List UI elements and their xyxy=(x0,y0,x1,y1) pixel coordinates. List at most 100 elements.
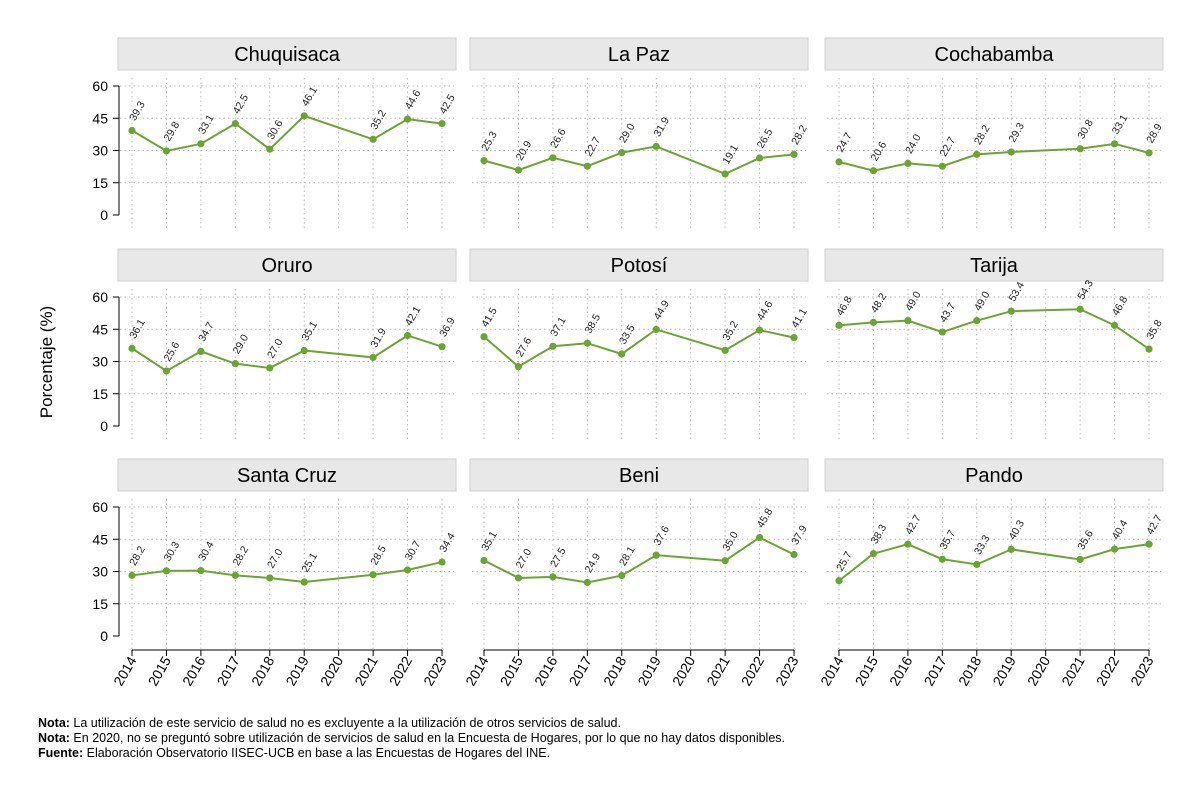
panel-title: Chuquisaca xyxy=(234,44,341,66)
x-tick-label: 2018 xyxy=(955,653,985,688)
x-tick-label: 2019 xyxy=(282,653,312,688)
data-label: 24.0 xyxy=(903,132,924,156)
y-tick-label: 30 xyxy=(92,564,108,580)
data-point xyxy=(755,533,764,542)
data-label: 22.7 xyxy=(938,135,959,159)
data-label: 39.3 xyxy=(127,99,148,123)
footnote-1: Nota: La utilización de este servicio de… xyxy=(38,716,785,731)
data-point xyxy=(403,566,412,574)
data-point xyxy=(1007,545,1015,553)
panel-potosi: Potosí 41.5 27.6 37.1 38.5 33.5 44.9 35.2 44.6 41… xyxy=(469,248,810,440)
x-tick-label: 2017 xyxy=(920,653,950,688)
panel-title: Potosí xyxy=(611,255,668,277)
data-label: 40.4 xyxy=(1110,518,1131,542)
x-tick-label: 2022 xyxy=(738,653,768,688)
panel-header xyxy=(469,248,809,282)
y-tick-label: 60 xyxy=(92,78,108,94)
series-line xyxy=(131,334,443,373)
data-point xyxy=(480,157,488,165)
data-label: 37.6 xyxy=(651,524,672,548)
data-point xyxy=(266,574,274,582)
x-tick-label: 2019 xyxy=(989,653,1019,688)
panel-header xyxy=(824,458,1164,492)
data-point xyxy=(790,550,798,559)
data-point xyxy=(266,364,274,372)
x-tick-label: 2016 xyxy=(886,653,916,688)
data-point xyxy=(514,574,523,582)
panel-header xyxy=(117,37,457,71)
x-tick-label: 2019 xyxy=(634,653,664,688)
data-point xyxy=(973,560,981,569)
data-point xyxy=(514,166,523,174)
data-point xyxy=(549,154,557,162)
panel-title: Pando xyxy=(965,465,1023,487)
x-tick-label: 2015 xyxy=(852,653,882,688)
data-label: 20.6 xyxy=(869,139,890,163)
data-point xyxy=(755,326,764,334)
data-label: 45.8 xyxy=(755,506,776,530)
data-label: 28.2 xyxy=(789,123,810,147)
data-label: 49.0 xyxy=(903,289,924,313)
data-point xyxy=(300,112,308,120)
data-point xyxy=(162,567,171,575)
series-line xyxy=(131,114,443,152)
data-label: 42.5 xyxy=(437,92,458,116)
data-label: 46.8 xyxy=(834,294,855,318)
data-label: 27.0 xyxy=(265,337,286,361)
data-point xyxy=(938,328,946,336)
y-tick-label: 0 xyxy=(100,418,108,434)
data-label: 29.8 xyxy=(162,120,183,144)
data-point xyxy=(973,150,981,158)
data-label: 42.7 xyxy=(1144,513,1165,537)
data-label: 36.9 xyxy=(437,315,458,339)
x-tick-label: 2020 xyxy=(669,653,699,688)
data-label: 35.0 xyxy=(720,529,741,553)
data-point xyxy=(835,158,843,166)
panel-header xyxy=(824,248,1164,282)
x-tick-label: 2015 xyxy=(497,653,527,688)
y-tick-label: 0 xyxy=(100,628,108,644)
data-label: 28.2 xyxy=(127,544,148,568)
data-label: 49.0 xyxy=(972,289,993,313)
data-label: 46.8 xyxy=(1110,294,1131,318)
data-label: 35.2 xyxy=(720,319,741,343)
data-label: 43.7 xyxy=(938,301,959,325)
data-label: 38.3 xyxy=(869,522,890,546)
data-label: 24.7 xyxy=(834,131,855,155)
data-point xyxy=(904,317,912,325)
data-label: 25.1 xyxy=(299,551,320,575)
data-label: 38.5 xyxy=(583,312,604,336)
data-label: 48.2 xyxy=(869,291,890,315)
data-label: 35.2 xyxy=(368,108,389,132)
data-point xyxy=(652,142,660,151)
data-label: 30.3 xyxy=(162,540,183,564)
data-point xyxy=(300,346,308,355)
data-label: 44.6 xyxy=(755,299,776,323)
data-point xyxy=(583,339,591,347)
data-label: 42.7 xyxy=(903,513,924,537)
data-label: 35.8 xyxy=(1144,318,1165,342)
data-point xyxy=(721,557,729,565)
panel-title: Tarija xyxy=(970,255,1019,277)
panel-beni: Beni 2014 2015 2016 2017 2018 2019 2020 2021 2022… xyxy=(462,458,810,688)
y-tick-label: 60 xyxy=(92,499,108,515)
data-point xyxy=(1007,307,1015,315)
data-label: 53.4 xyxy=(1006,280,1027,304)
data-point xyxy=(300,578,308,586)
data-point xyxy=(369,135,377,143)
data-point xyxy=(369,353,377,362)
data-point xyxy=(904,159,912,167)
data-point xyxy=(231,360,239,368)
series-line xyxy=(483,536,795,584)
data-label: 40.3 xyxy=(1006,518,1027,542)
data-point xyxy=(403,331,412,340)
x-tick-label: 2023 xyxy=(420,653,450,688)
data-label: 36.1 xyxy=(127,317,148,341)
source-label: Fuente: xyxy=(38,746,84,760)
panel-header xyxy=(469,37,809,71)
data-label: 30.4 xyxy=(196,539,217,563)
data-point xyxy=(1076,555,1084,564)
